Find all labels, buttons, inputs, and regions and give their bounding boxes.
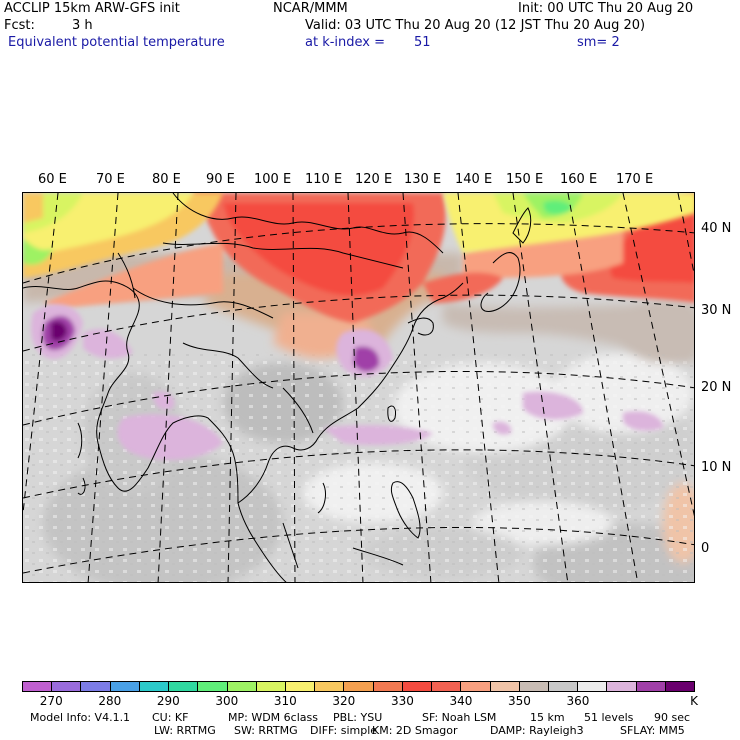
model-info-item: DIFF: simple xyxy=(310,724,378,737)
graticule xyxy=(23,193,694,582)
colorbar-swatch xyxy=(256,682,286,691)
colorbar-swatch xyxy=(665,682,695,691)
model-info-item: SW: RRTMG xyxy=(234,724,298,737)
colorbar-tick-label: 290 xyxy=(156,694,180,708)
colorbar-swatch xyxy=(432,682,462,691)
colorbar-tick-label: 280 xyxy=(98,694,122,708)
colorbar-swatch xyxy=(23,682,53,691)
longitude-label: 170 E xyxy=(616,172,654,187)
model-info-item: Model Info: V4.1.1 xyxy=(30,711,131,724)
colorbar-swatch xyxy=(607,682,637,691)
model-info-item: LW: RRTMG xyxy=(154,724,216,737)
colorbar-swatch xyxy=(227,682,257,691)
level-value: 51 xyxy=(414,35,431,50)
smoothing-label: sm= 2 xyxy=(577,35,620,50)
colorbar-swatch xyxy=(461,682,491,691)
colorbar-tick-label: 350 xyxy=(507,694,531,708)
model-info-item: 90 sec xyxy=(654,711,691,724)
longitude-label: 130 E xyxy=(404,172,442,187)
colorbar-tick-label: 270 xyxy=(39,694,63,708)
colorbar-swatch xyxy=(519,682,549,691)
model-info-item: DAMP: Rayleigh3 xyxy=(490,724,584,737)
longitude-label: 140 E xyxy=(455,172,493,187)
colorbar-swatch xyxy=(52,682,82,691)
longitude-label: 80 E xyxy=(152,172,181,187)
model-info-item: MP: WDM 6class xyxy=(228,711,318,724)
theta-e-field xyxy=(23,193,694,582)
model-info-item: 15 km xyxy=(530,711,565,724)
colorbar-swatch xyxy=(81,682,111,691)
colorbar-tick-label: 300 xyxy=(215,694,239,708)
map-svg xyxy=(23,193,694,582)
colorbar-unit: K xyxy=(690,694,698,708)
model-info-item: 51 levels xyxy=(584,711,634,724)
colorbar-tick-label: 360 xyxy=(566,694,590,708)
longitude-label: 150 E xyxy=(506,172,544,187)
colorbar-swatch xyxy=(315,682,345,691)
field-name: Equivalent potential temperature xyxy=(8,35,225,50)
valid-time: Valid: 03 UTC Thu 20 Aug 20 (12 JST Thu … xyxy=(305,18,646,33)
colorbar-swatch xyxy=(578,682,608,691)
forecast-label: Fcst: xyxy=(4,18,35,33)
colorbar-swatch xyxy=(344,682,374,691)
colorbar-tick-label: 310 xyxy=(273,694,297,708)
colorbar-swatch xyxy=(139,682,170,691)
colorbar-swatch xyxy=(198,682,228,691)
longitude-label: 60 E xyxy=(38,172,67,187)
longitude-label: 120 E xyxy=(355,172,393,187)
latitude-label: 40 N xyxy=(701,221,732,236)
coastlines xyxy=(23,193,532,582)
colorbar-swatch xyxy=(285,682,316,691)
longitude-label: 90 E xyxy=(206,172,235,187)
colorbar xyxy=(22,681,695,692)
level-label: at k-index = xyxy=(305,35,386,50)
organization-label: NCAR/MMM xyxy=(273,1,348,16)
colorbar-swatch xyxy=(490,682,520,691)
longitude-label: 110 E xyxy=(305,172,343,187)
colorbar-swatch xyxy=(110,682,140,691)
colorbar-tick-label: 330 xyxy=(390,694,414,708)
colorbar-swatch xyxy=(402,682,433,691)
colorbar-swatch xyxy=(373,682,403,691)
longitude-label: 100 E xyxy=(254,172,292,187)
colorbar-tick-label: 340 xyxy=(449,694,473,708)
longitude-label: 160 E xyxy=(560,172,598,187)
latitude-label: 30 N xyxy=(701,303,732,318)
colorbar-tick-label: 320 xyxy=(332,694,356,708)
map-plot xyxy=(22,192,695,583)
colorbar-swatch xyxy=(636,682,666,691)
forecast-hour: 3 h xyxy=(72,18,93,33)
init-time: Init: 00 UTC Thu 20 Aug 20 xyxy=(518,1,694,16)
longitude-label: 70 E xyxy=(96,172,125,187)
latitude-label: 20 N xyxy=(701,380,732,395)
colorbar-swatch xyxy=(169,682,199,691)
model-info-item: KM: 2D Smagor xyxy=(372,724,458,737)
model-info-item: SFLAY: MM5 xyxy=(620,724,685,737)
model-title: ACCLIP 15km ARW-GFS init xyxy=(4,1,180,16)
latitude-label: 10 N xyxy=(701,460,732,475)
model-info-item: SF: Noah LSM xyxy=(422,711,497,724)
colorbar-swatch xyxy=(548,682,579,691)
latitude-label: 0 xyxy=(701,541,710,556)
model-info-item: CU: KF xyxy=(152,711,189,724)
model-info-item: PBL: YSU xyxy=(333,711,383,724)
